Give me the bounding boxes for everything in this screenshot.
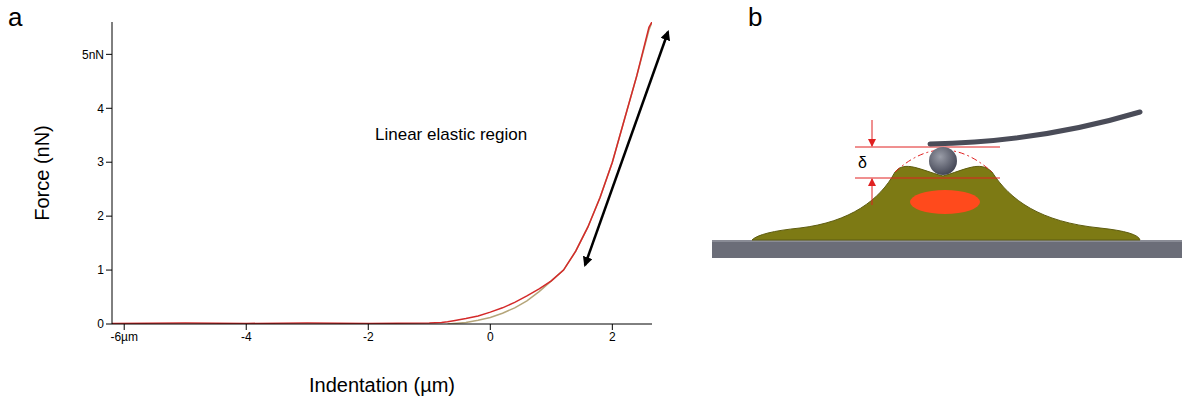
svg-text:-2: -2	[363, 330, 374, 344]
svg-text:Force (nN): Force (nN)	[31, 125, 53, 221]
html-text:b: b	[748, 2, 763, 32]
svg-text:-4: -4	[241, 330, 252, 344]
svg-text:3: 3	[97, 155, 104, 169]
html-text:a: a	[8, 2, 23, 32]
svg-text:Linear elastic region: Linear elastic region	[375, 125, 527, 144]
svg-text:4: 4	[97, 102, 104, 116]
svg-text:δ: δ	[858, 154, 867, 171]
svg-text:1: 1	[97, 263, 104, 277]
svg-text:2: 2	[97, 209, 104, 223]
svg-text:2: 2	[609, 330, 616, 344]
svg-text:0: 0	[97, 317, 104, 331]
svg-text:-6µm: -6µm	[110, 330, 138, 344]
svg-text:0: 0	[487, 330, 494, 344]
svg-text:Indentation (µm): Indentation (µm)	[309, 374, 455, 396]
svg-text:5nN: 5nN	[82, 48, 104, 62]
